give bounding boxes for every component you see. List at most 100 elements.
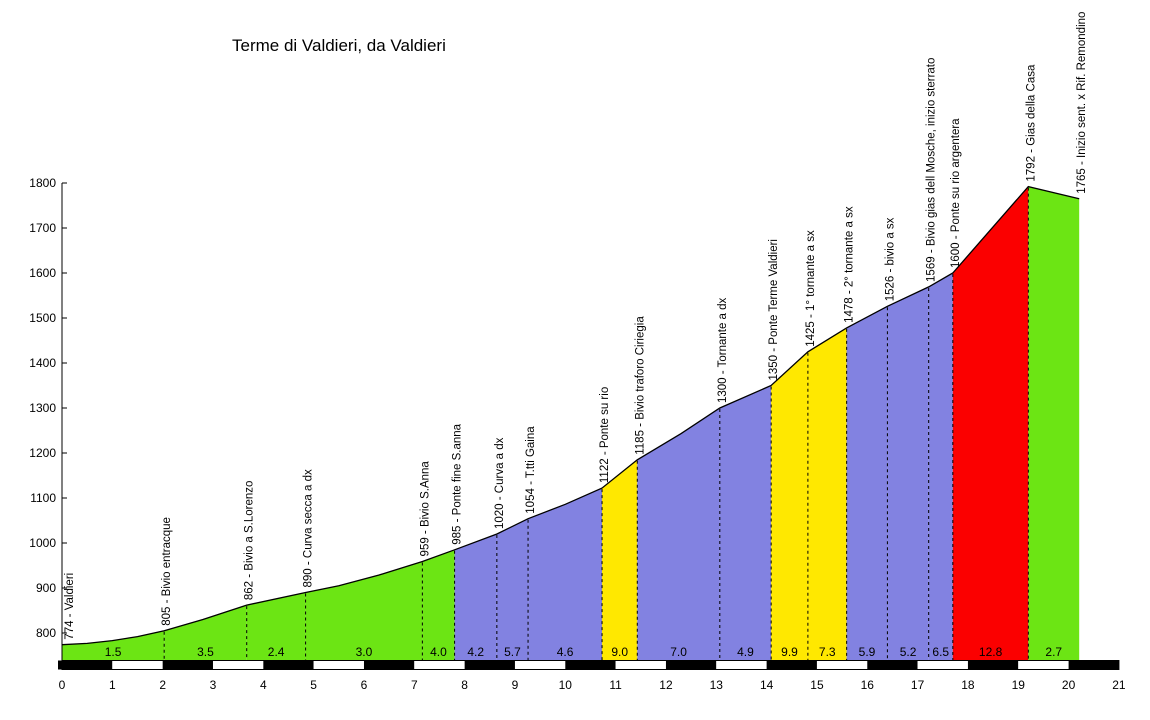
waypoint-label: 1425 - 1° tornante a sx	[805, 230, 817, 347]
y-tick-label: 1700	[29, 221, 56, 235]
profile-segment	[496, 518, 529, 661]
profile-segment	[771, 351, 808, 661]
x-tick-label: 15	[810, 678, 824, 692]
y-tick-label: 1800	[29, 176, 56, 190]
profile-segment	[528, 488, 602, 661]
gradient-label: 2.7	[1045, 645, 1062, 659]
profile-segment	[719, 385, 772, 661]
profile-segment	[952, 186, 1029, 661]
km-scalebar-cap	[58, 660, 62, 670]
waypoint-label: 985 - Ponte fine S.anna	[452, 423, 464, 544]
profile-segment	[62, 630, 165, 661]
gradient-label: 5.2	[900, 645, 917, 659]
gradient-label: 2.4	[268, 645, 285, 659]
waypoint-label: 805 - Bivio entracque	[161, 517, 173, 626]
x-tick-label: 16	[861, 678, 875, 692]
waypoint-label: 890 - Curva secca a dx	[303, 469, 315, 588]
waypoint-label: 774 - Valdieri	[64, 573, 76, 640]
km-scalebar-segment	[716, 660, 767, 670]
waypoint-label: 959 - Bivio S.Anna	[419, 461, 431, 557]
profile-segment	[1028, 186, 1080, 661]
profile-segment	[602, 459, 638, 661]
km-scalebar-segment	[212, 660, 264, 670]
x-tick-label: 0	[59, 678, 66, 692]
gradient-label: 7.0	[670, 645, 687, 659]
y-tick-label: 1200	[29, 446, 56, 460]
gradient-label: 4.0	[430, 645, 447, 659]
profile-line	[61, 185, 1080, 646]
gradient-label: 12.8	[979, 645, 1003, 659]
x-tick-label: 10	[559, 678, 573, 692]
y-tick-label: 1300	[29, 401, 56, 415]
y-tick-label: 1600	[29, 266, 56, 280]
x-tick-label: 1	[109, 678, 116, 692]
km-scalebar-segment	[363, 660, 415, 670]
km-scalebar-segment	[816, 660, 868, 670]
x-tick-label: 14	[760, 678, 774, 692]
x-tick-label: 2	[159, 678, 166, 692]
waypoint-label: 1526 - bivio a sx	[884, 217, 896, 301]
x-tick-label: 3	[210, 678, 217, 692]
gradient-label: 4.2	[467, 645, 484, 659]
km-scalebar-segment	[665, 660, 717, 670]
gradient-label: 1.5	[105, 645, 122, 659]
profile-segment	[305, 561, 423, 661]
y-tick-label: 1100	[30, 491, 56, 505]
waypoint-label: 1122 - Ponte su rio	[599, 387, 611, 483]
x-tick-label: 4	[260, 678, 267, 692]
km-scalebar-segment	[1018, 660, 1069, 670]
waypoint-label: 1765 - Inizio sent. x Rif. Remondino	[1076, 12, 1088, 194]
gradient-label: 5.9	[859, 645, 876, 659]
x-tick-label: 19	[1012, 678, 1026, 692]
profile-segment	[846, 306, 888, 661]
waypoint-label: 862 - Bivio a S.Lorenzo	[244, 481, 256, 601]
y-tick-label: 800	[36, 626, 56, 640]
km-scalebar-segment	[313, 660, 364, 670]
x-tick-label: 21	[1112, 678, 1126, 692]
waypoint-label: 1569 - Bivio gias dell Mosche, inizio st…	[926, 58, 938, 282]
km-scalebar-segment	[1068, 660, 1119, 670]
km-scalebar-segment	[263, 660, 314, 670]
y-tick-label: 1500	[29, 311, 56, 325]
y-tick-label: 900	[36, 581, 56, 595]
x-tick-label: 11	[609, 678, 622, 692]
x-tick-label: 8	[461, 678, 468, 692]
waypoint-label: 1350 - Ponte Terme Valdieri	[768, 239, 780, 381]
waypoint-label: 1185 - Bivio traforo Ciriegia	[634, 316, 646, 455]
x-tick-label: 13	[710, 678, 724, 692]
y-tick-label: 1000	[29, 536, 56, 550]
chart-title: Terme di Valdieri, da Valdieri	[232, 36, 446, 55]
km-scalebar-segment	[62, 660, 113, 670]
x-tick-label: 6	[361, 678, 368, 692]
x-tick-label: 7	[411, 678, 418, 692]
gradient-label: 6.5	[932, 645, 949, 659]
profile-segment	[246, 592, 306, 661]
x-tick-label: 20	[1062, 678, 1076, 692]
km-scalebar-segment	[565, 660, 616, 670]
x-tick-label: 17	[911, 678, 925, 692]
waypoint-label: 1300 - Tornante a dx	[717, 297, 729, 403]
profile-segment	[807, 327, 847, 661]
km-scalebar-segment	[514, 660, 566, 670]
km-scalebar-segment	[967, 660, 1019, 670]
profile-segment	[454, 534, 497, 661]
gradient-label: 9.0	[611, 645, 628, 659]
x-tick-label: 9	[512, 678, 519, 692]
km-scalebar-segment	[414, 660, 465, 670]
profile-segment	[422, 549, 455, 661]
km-scalebar-segment	[464, 660, 515, 670]
profile-segment	[164, 605, 247, 661]
waypoint-label: 1020 - Curva a dx	[494, 437, 506, 529]
gradient-label: 4.9	[737, 645, 754, 659]
gradient-label: 9.9	[781, 645, 798, 659]
gradient-label: 3.0	[356, 645, 373, 659]
gradient-label: 7.3	[819, 645, 836, 659]
waypoint-label: 1054 - T.tti Gaina	[525, 426, 537, 514]
km-scalebar-segment	[615, 660, 666, 670]
x-tick-label: 12	[659, 678, 673, 692]
km-scalebar-segment	[766, 660, 817, 670]
profile-segment	[928, 273, 953, 661]
gradient-label: 5.7	[504, 645, 521, 659]
